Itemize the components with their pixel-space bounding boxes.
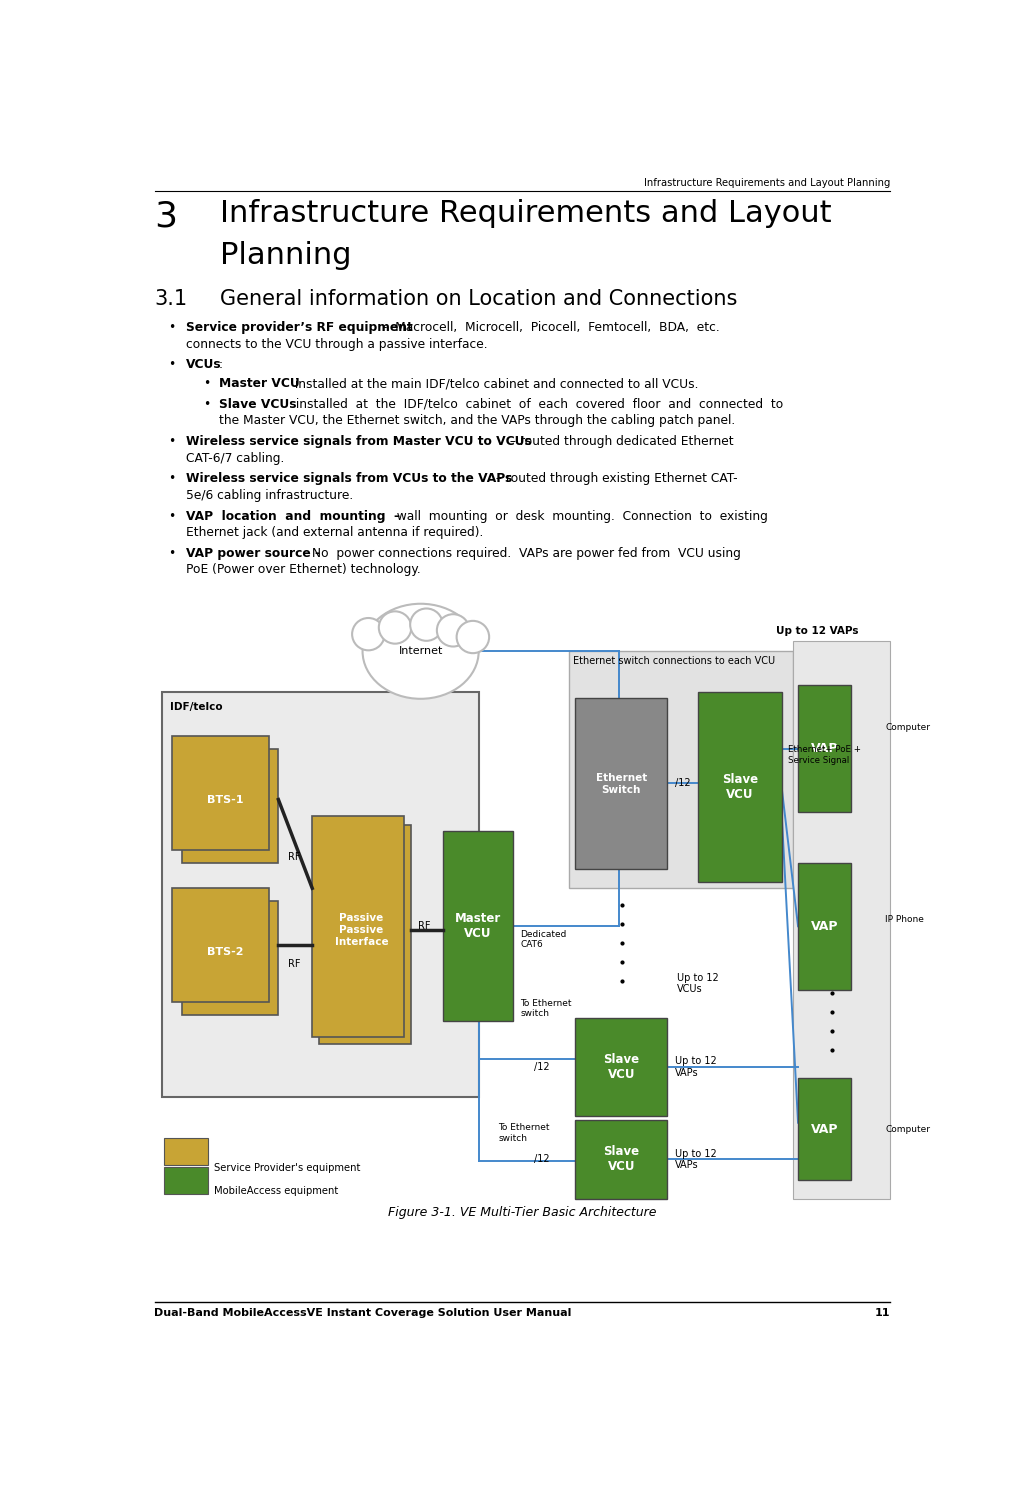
Text: the Master VCU, the Ethernet switch, and the VAPs through the cabling patch pane: the Master VCU, the Ethernet switch, and…	[219, 414, 735, 427]
Circle shape	[411, 608, 442, 641]
Text: Figure 3-1. VE Multi-Tier Basic Architecture: Figure 3-1. VE Multi-Tier Basic Architec…	[388, 1207, 657, 1219]
Text: VAP: VAP	[811, 743, 839, 756]
Text: MobileAccess equipment: MobileAccess equipment	[214, 1186, 338, 1195]
Text: Dual-Band MobileAccessVE Instant Coverage Solution User Manual: Dual-Band MobileAccessVE Instant Coverag…	[155, 1309, 572, 1318]
Text: VCUs: VCUs	[185, 359, 221, 371]
Text: RF: RF	[288, 959, 301, 970]
Text: Up to 12
VCUs: Up to 12 VCUs	[677, 973, 718, 994]
Text: RF: RF	[288, 852, 301, 862]
Text: Up to 12 VAPs: Up to 12 VAPs	[776, 626, 859, 636]
Text: – routed through existing Ethernet CAT-: – routed through existing Ethernet CAT-	[491, 472, 738, 486]
Text: -  Macrocell,  Microcell,  Picocell,  Femtocell,  BDA,  etc.: - Macrocell, Microcell, Picocell, Femtoc…	[379, 321, 720, 335]
Text: 3.1: 3.1	[155, 288, 187, 309]
FancyBboxPatch shape	[181, 748, 278, 864]
Circle shape	[437, 614, 470, 647]
Text: Master
VCU: Master VCU	[454, 913, 501, 940]
FancyBboxPatch shape	[576, 1120, 667, 1198]
FancyBboxPatch shape	[798, 1079, 851, 1180]
Text: •: •	[204, 378, 211, 390]
FancyBboxPatch shape	[172, 737, 269, 850]
Ellipse shape	[363, 604, 479, 699]
Text: installed  at  the  IDF/telco  cabinet  of  each  covered  floor  and  connected: installed at the IDF/telco cabinet of ea…	[292, 397, 784, 411]
Text: BTS-1: BTS-1	[207, 795, 244, 805]
Text: •: •	[168, 359, 175, 371]
Text: •: •	[168, 435, 175, 448]
Text: Infrastructure Requirements and Layout Planning: Infrastructure Requirements and Layout P…	[644, 178, 890, 188]
Text: IP Phone: IP Phone	[886, 916, 924, 925]
FancyBboxPatch shape	[181, 901, 278, 1014]
Text: installed at the main IDF/telco cabinet and connected to all VCUs.: installed at the main IDF/telco cabinet …	[290, 378, 698, 390]
FancyBboxPatch shape	[164, 1138, 208, 1164]
Circle shape	[457, 622, 489, 653]
Text: •: •	[168, 547, 175, 560]
Text: Wireless service signals from VCUs to the VAPs: Wireless service signals from VCUs to th…	[185, 472, 512, 486]
Text: Passive
Passive
Interface: Passive Passive Interface	[335, 913, 388, 947]
Text: Up to 12
VAPs: Up to 12 VAPs	[676, 1149, 717, 1170]
Text: VAP: VAP	[811, 1122, 839, 1135]
Text: Computer: Computer	[886, 1125, 930, 1134]
Text: PoE (Power over Ethernet) technology.: PoE (Power over Ethernet) technology.	[185, 563, 420, 577]
Text: Internet: Internet	[398, 647, 443, 656]
Text: Service provider’s RF equipment: Service provider’s RF equipment	[185, 321, 413, 335]
Text: – routed through dedicated Ethernet: – routed through dedicated Ethernet	[505, 435, 734, 448]
Text: Service Provider's equipment: Service Provider's equipment	[214, 1162, 361, 1173]
FancyBboxPatch shape	[319, 825, 411, 1044]
FancyBboxPatch shape	[793, 641, 890, 1198]
Text: CAT-6/7 cabling.: CAT-6/7 cabling.	[185, 451, 284, 465]
Text: Wireless service signals from Master VCU to VCUs: Wireless service signals from Master VCU…	[185, 435, 531, 448]
Text: Up to 12
VAPs: Up to 12 VAPs	[676, 1056, 717, 1077]
FancyBboxPatch shape	[576, 1017, 667, 1116]
Text: •: •	[204, 397, 211, 411]
FancyBboxPatch shape	[698, 692, 782, 881]
Text: Ethernet switch connections to each VCU: Ethernet switch connections to each VCU	[573, 656, 774, 666]
FancyBboxPatch shape	[172, 889, 269, 1002]
Text: Ethernet+ PoE +
Service Signal: Ethernet+ PoE + Service Signal	[789, 746, 861, 765]
Text: /12: /12	[534, 1155, 549, 1164]
Text: 5e/6 cabling infrastructure.: 5e/6 cabling infrastructure.	[185, 489, 353, 502]
Text: VAP: VAP	[811, 920, 839, 932]
FancyBboxPatch shape	[443, 831, 513, 1022]
Text: Master VCU: Master VCU	[219, 378, 300, 390]
Text: Ethernet
Switch: Ethernet Switch	[596, 772, 647, 795]
FancyBboxPatch shape	[576, 698, 667, 870]
Text: •: •	[168, 472, 175, 486]
Text: Slave
VCU: Slave VCU	[603, 1146, 640, 1173]
Circle shape	[379, 611, 412, 644]
Text: /12: /12	[675, 778, 691, 787]
Text: No  power connections required.  VAPs are power fed from  VCU using: No power connections required. VAPs are …	[308, 547, 741, 560]
Circle shape	[353, 619, 384, 650]
FancyBboxPatch shape	[164, 1167, 208, 1194]
Text: Planning: Planning	[220, 241, 352, 270]
Text: Ethernet jack (and external antenna if required).: Ethernet jack (and external antenna if r…	[185, 526, 483, 539]
FancyBboxPatch shape	[312, 816, 405, 1037]
Text: VAP  location  and  mounting  –: VAP location and mounting –	[185, 509, 399, 523]
Text: IDF/telco: IDF/telco	[170, 702, 222, 713]
Text: To Ethernet
switch: To Ethernet switch	[521, 999, 572, 1019]
Text: •: •	[168, 321, 175, 335]
FancyBboxPatch shape	[798, 686, 851, 813]
FancyBboxPatch shape	[569, 651, 793, 889]
Text: Infrastructure Requirements and Layout: Infrastructure Requirements and Layout	[220, 199, 832, 229]
Text: Computer: Computer	[886, 723, 930, 732]
Text: Slave
VCU: Slave VCU	[603, 1053, 640, 1082]
Text: /12: /12	[534, 1062, 549, 1073]
Text: RF: RF	[418, 922, 430, 931]
Text: 3: 3	[155, 199, 177, 233]
Text: :: :	[219, 359, 223, 371]
Text: To Ethernet
switch: To Ethernet switch	[498, 1123, 549, 1143]
Text: connects to the VCU through a passive interface.: connects to the VCU through a passive in…	[185, 338, 487, 351]
Text: Dedicated
CAT6: Dedicated CAT6	[521, 931, 567, 950]
Text: VAP power source -: VAP power source -	[185, 547, 320, 560]
Text: BTS-2: BTS-2	[207, 947, 244, 956]
Text: Slave VCUs: Slave VCUs	[219, 397, 297, 411]
Text: wall  mounting  or  desk  mounting.  Connection  to  existing: wall mounting or desk mounting. Connecti…	[388, 509, 767, 523]
Text: •: •	[168, 509, 175, 523]
Text: 11: 11	[874, 1309, 890, 1318]
FancyBboxPatch shape	[162, 692, 479, 1098]
Text: Slave
VCU: Slave VCU	[721, 772, 758, 801]
FancyBboxPatch shape	[798, 864, 851, 989]
Text: General information on Location and Connections: General information on Location and Conn…	[220, 288, 738, 309]
